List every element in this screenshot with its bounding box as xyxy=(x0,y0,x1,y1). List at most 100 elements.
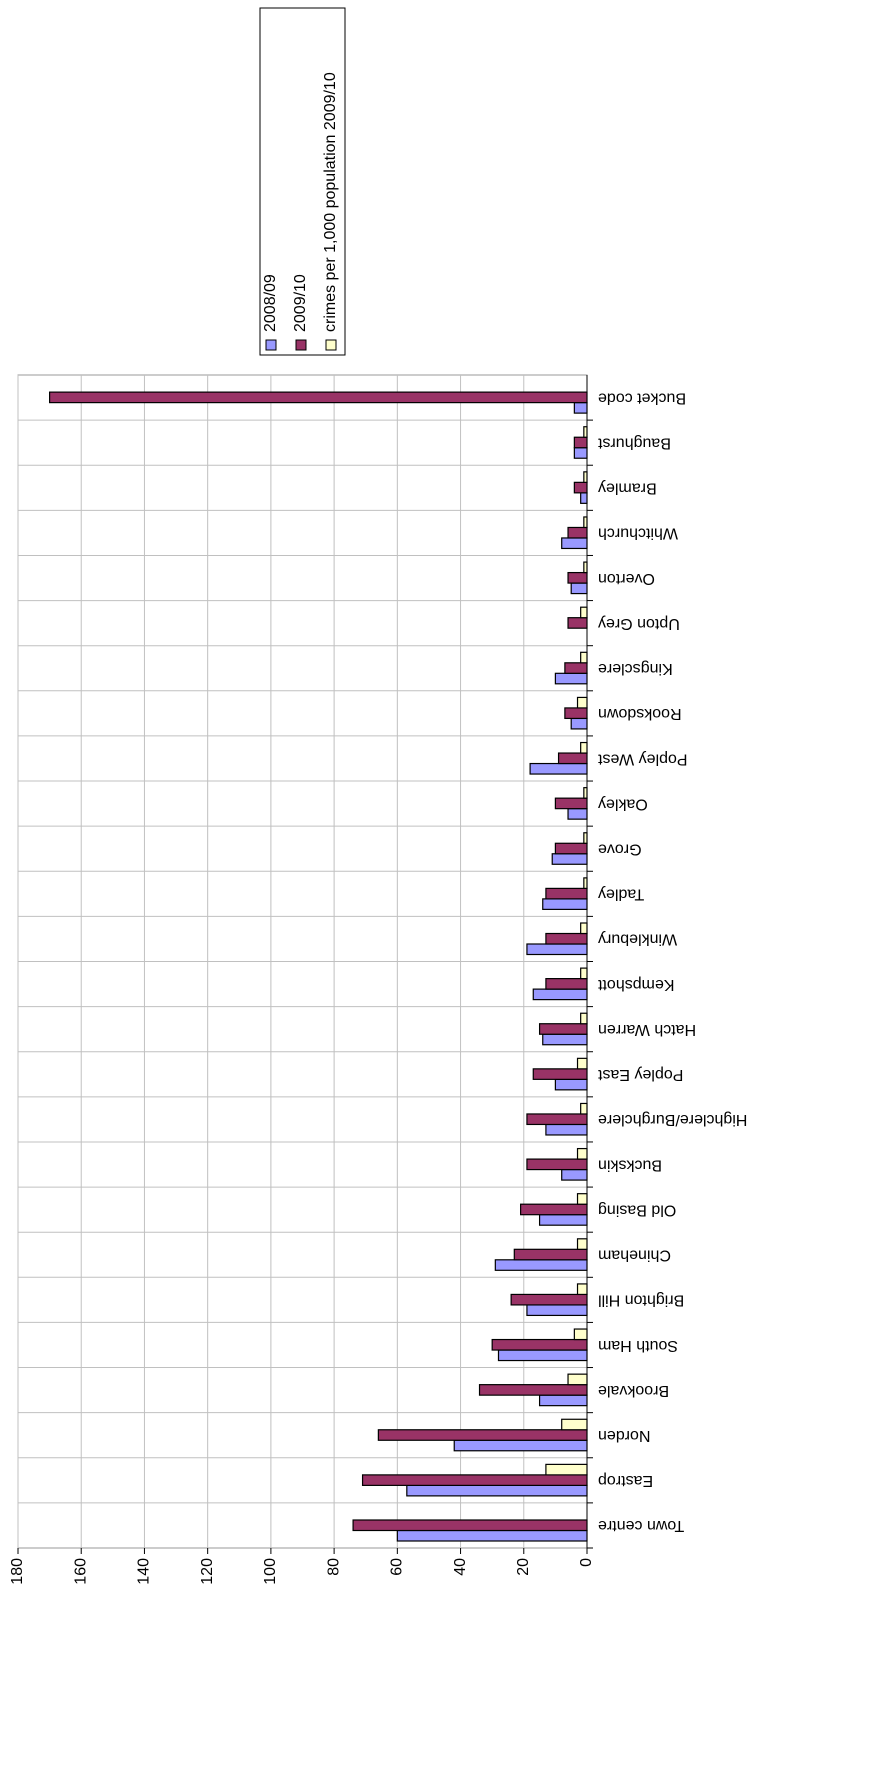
bar xyxy=(478,1384,588,1396)
x-tick-label: Tadley xyxy=(598,886,644,903)
y-tick-label: 180 xyxy=(9,1558,26,1585)
bar xyxy=(567,571,588,584)
bar xyxy=(352,1519,588,1532)
bar xyxy=(580,922,588,935)
bar xyxy=(580,606,588,619)
bar xyxy=(583,877,588,889)
bar xyxy=(573,447,588,459)
bar xyxy=(573,481,588,494)
bar xyxy=(576,1283,588,1296)
bar xyxy=(573,1328,588,1341)
x-tick-label: Winklebury xyxy=(598,931,677,948)
x-tick-label: Popley West xyxy=(597,750,687,767)
bar xyxy=(396,1529,588,1542)
bar xyxy=(529,762,588,775)
x-tick-label: South Ham xyxy=(598,1337,678,1354)
x-tick-label: Oakley xyxy=(598,795,648,812)
bar xyxy=(538,1394,588,1407)
bar xyxy=(554,1078,588,1091)
x-tick-label: Kempshott xyxy=(597,976,674,993)
bar xyxy=(583,561,588,574)
x-tick-label: Old Basing xyxy=(598,1201,676,1218)
x-tick-label: Chineham xyxy=(598,1247,671,1264)
x-tick-label: Kingsclere xyxy=(598,660,673,677)
bar xyxy=(406,1484,588,1497)
bar xyxy=(49,391,588,404)
bar xyxy=(583,426,588,438)
bar xyxy=(554,797,588,810)
bar xyxy=(377,1429,588,1441)
bar xyxy=(526,1113,588,1126)
y-tick-label: 140 xyxy=(136,1558,153,1585)
x-tick-label: Eastrop xyxy=(598,1472,653,1489)
bar xyxy=(510,1293,588,1306)
bar xyxy=(538,1214,588,1226)
bar xyxy=(453,1439,588,1452)
bar xyxy=(583,471,588,483)
bar xyxy=(570,717,588,730)
bar xyxy=(564,707,588,720)
bar xyxy=(532,1068,588,1080)
bar xyxy=(567,617,588,629)
bar xyxy=(554,672,588,685)
bar xyxy=(580,492,588,504)
bar xyxy=(580,967,588,980)
legend-swatch xyxy=(325,339,337,351)
x-tick-label: Bramley xyxy=(598,480,657,497)
bar xyxy=(545,932,588,945)
bar xyxy=(567,1373,588,1386)
bar xyxy=(545,1463,588,1476)
y-tick-label: 160 xyxy=(72,1558,89,1585)
bar xyxy=(561,1168,588,1181)
x-tick-label: Grove xyxy=(598,840,642,857)
y-tick-label: 40 xyxy=(452,1558,469,1576)
bar xyxy=(576,1057,588,1070)
bar xyxy=(583,516,588,529)
y-tick-label: 100 xyxy=(262,1558,279,1585)
bar xyxy=(580,1102,588,1115)
bar xyxy=(557,752,588,765)
legend-box xyxy=(259,7,346,356)
x-tick-label: Brookvale xyxy=(598,1382,669,1399)
legend-label: 2009/10 xyxy=(292,274,309,332)
bar xyxy=(583,832,588,844)
bar xyxy=(545,1123,588,1136)
bar xyxy=(526,943,588,956)
x-tick-label: Upton Grey xyxy=(598,615,680,632)
y-tick-label: 20 xyxy=(515,1558,532,1576)
x-tick-label: Brighton Hill xyxy=(598,1292,684,1309)
bar xyxy=(513,1248,588,1261)
bar xyxy=(567,526,588,539)
bar xyxy=(497,1349,588,1362)
bar xyxy=(520,1203,588,1216)
x-tick-label: Overton xyxy=(598,570,655,587)
bar xyxy=(573,402,588,414)
x-tick-label: Hatch Warren xyxy=(598,1021,696,1038)
y-tick-label: 0 xyxy=(578,1558,595,1567)
bar xyxy=(551,853,588,865)
bar xyxy=(564,662,588,674)
bar xyxy=(532,988,588,1001)
bar xyxy=(538,1023,588,1035)
bar xyxy=(545,887,588,900)
legend-label: 2008/09 xyxy=(262,274,279,332)
x-tick-label: Popley East xyxy=(597,1066,683,1083)
bar xyxy=(561,1418,588,1431)
bar xyxy=(576,1238,588,1250)
bar xyxy=(580,651,588,664)
bar xyxy=(580,1012,588,1025)
bar xyxy=(542,1033,588,1046)
bar xyxy=(494,1259,588,1271)
y-tick-label: 120 xyxy=(199,1558,216,1585)
x-tick-label: Buckskin xyxy=(598,1156,662,1173)
bar xyxy=(570,582,588,595)
bar xyxy=(542,898,588,910)
legend-label: crimes per 1,000 population 2009/10 xyxy=(322,72,339,332)
x-tick-label: Rooksdown xyxy=(598,705,682,722)
x-tick-label: Town centre xyxy=(598,1517,684,1534)
legend-swatch xyxy=(295,339,307,351)
bar xyxy=(576,1147,588,1160)
bar xyxy=(580,741,588,754)
y-tick-label: 80 xyxy=(325,1558,342,1576)
